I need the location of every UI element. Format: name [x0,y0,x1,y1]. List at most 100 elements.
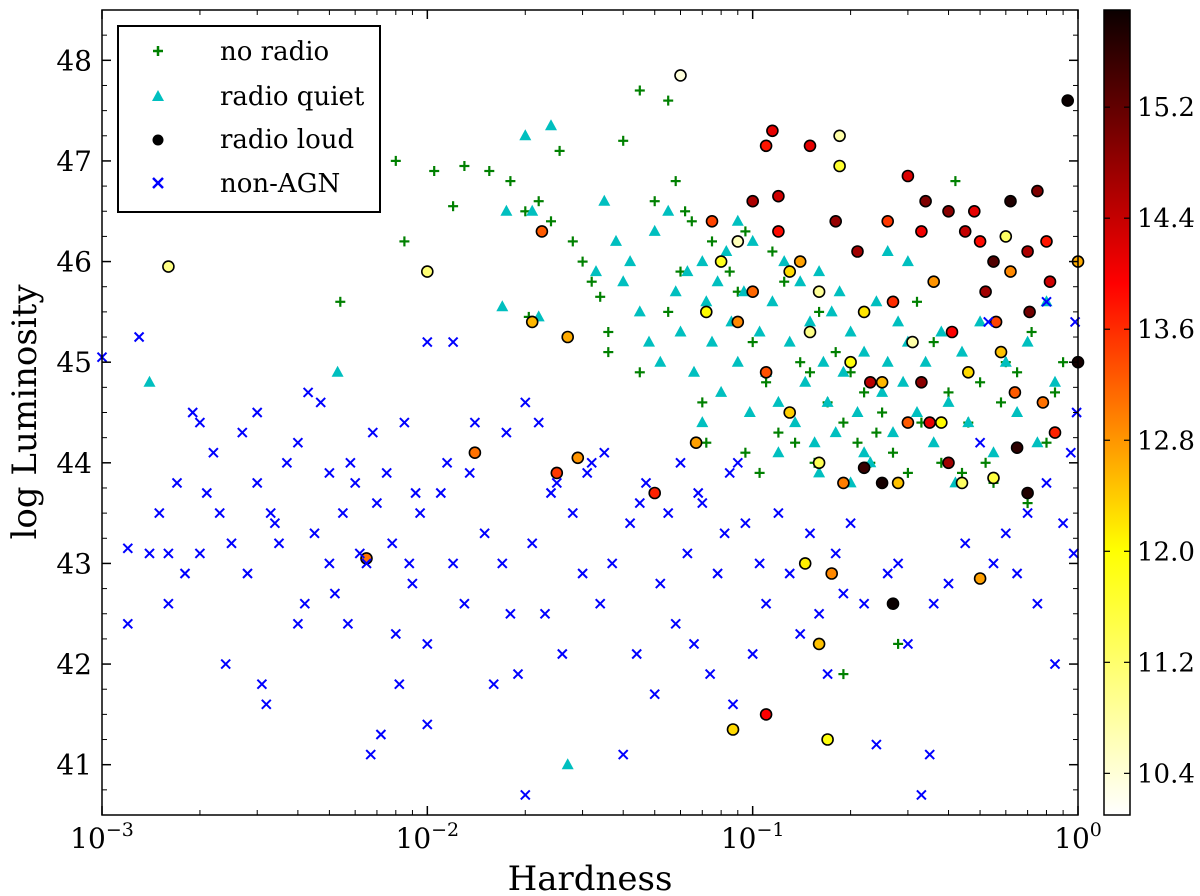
point-no-radio [663,95,674,106]
point-radio-quiet [696,255,709,267]
point-radio-loud [955,476,969,490]
point-radio-quiet [1011,406,1024,417]
point-radio-quiet [772,446,785,458]
legend-marker-circle [152,134,164,146]
point-radio-loud [825,567,839,580]
point-non-agn [704,668,716,680]
point-radio-loud [798,557,812,570]
point-radio-quiet [598,194,611,206]
legend-marker-x [152,177,164,189]
point-radio-loud [901,169,915,183]
legend-entry-no-radio: no radio [153,37,329,67]
point-no-radio [877,407,888,418]
point-no-radio [567,236,578,247]
point-no-radio [893,638,904,649]
point-radio-loud [550,466,564,480]
point-non-agn [822,668,833,680]
point-radio-quiet [700,295,713,307]
point-non-agn [324,558,335,569]
colorbar-tick-label: 15.2 [1137,93,1195,123]
point-no-radio [790,437,801,448]
point-no-radio [505,176,516,187]
point-non-agn [441,457,453,469]
point-no-radio [335,296,346,307]
point-non-agn [688,638,700,650]
point-radio-loud [999,230,1013,243]
point-non-agn [754,558,765,569]
point-non-agn [179,568,191,579]
point-radio-quiet [681,265,694,277]
point-radio-loud [648,486,662,500]
point-non-agn [675,457,686,469]
point-radio-loud [1004,194,1017,208]
point-radio-quiet [500,204,513,216]
point-no-radio [618,135,629,146]
data-points [96,69,1085,801]
point-radio-loud [915,375,928,389]
point-radio-loud [162,260,175,273]
series-radio-quiet [143,119,1061,770]
point-non-agn [740,517,751,529]
point-radio-loud [891,476,905,490]
point-non-agn [1011,568,1023,579]
point-no-radio [1026,327,1037,337]
point-no-radio [943,387,954,398]
point-non-agn [1068,548,1079,559]
point-radio-loud [945,325,959,339]
point-radio-quiet [743,406,756,417]
point-radio-quiet [331,365,344,377]
point-non-agn [581,467,593,479]
point-radio-quiet [688,365,700,377]
point-radio-loud [857,305,871,319]
point-non-agn [407,578,418,589]
point-radio-loud [1023,305,1036,319]
point-radio-loud [958,225,972,238]
point-radio-loud [994,345,1008,359]
legend-label-radio-loud: radio loud [220,125,354,155]
point-radio-loud [746,194,760,208]
point-radio-loud [833,129,846,143]
point-radio-quiet [919,355,932,367]
y-tick-label: 43 [56,547,92,580]
point-no-radio [1050,387,1060,398]
point-radio-loud [1040,235,1053,248]
point-radio-loud [793,255,807,268]
point-radio-quiet [942,395,955,407]
point-non-agn [539,608,551,620]
point-non-agn [479,528,490,539]
point-non-agn [858,598,870,609]
point-non-agn [242,568,253,579]
point-non-agn [390,628,402,640]
point-radio-loud [731,315,745,329]
point-non-agn [505,608,516,620]
point-radio-quiet [870,295,883,307]
point-non-agn [214,507,225,519]
point-no-radio [996,397,1006,408]
point-no-radio [805,367,815,378]
point-no-radio [603,347,614,358]
point-no-radio [707,236,717,247]
point-non-agn [697,497,708,509]
legend-marker-plus [153,46,163,56]
point-non-agn [747,648,758,660]
point-non-agn [342,618,354,630]
point-radio-quiet [766,295,779,307]
point-no-radio [546,216,556,227]
point-no-radio [595,291,606,302]
point-no-radio [740,226,751,237]
point-non-agn [794,628,806,640]
point-non-agn [345,457,356,469]
point-radio-loud [525,315,539,329]
point-non-agn [251,407,263,418]
point-radio-quiet [590,265,602,277]
point-radio-quiet [804,315,816,327]
colorbar-ticks: 10.4 11.2 12.0 12.8 13.6 14.4 15.2 [1104,93,1195,789]
point-non-agn [315,397,326,408]
point-non-agn [194,417,206,428]
point-non-agn [361,558,372,569]
point-radio-quiet [887,426,899,438]
point-radio-quiet [654,355,667,367]
point-non-agn [649,688,660,700]
point-non-agn [144,548,155,559]
point-no-radio [838,669,849,680]
